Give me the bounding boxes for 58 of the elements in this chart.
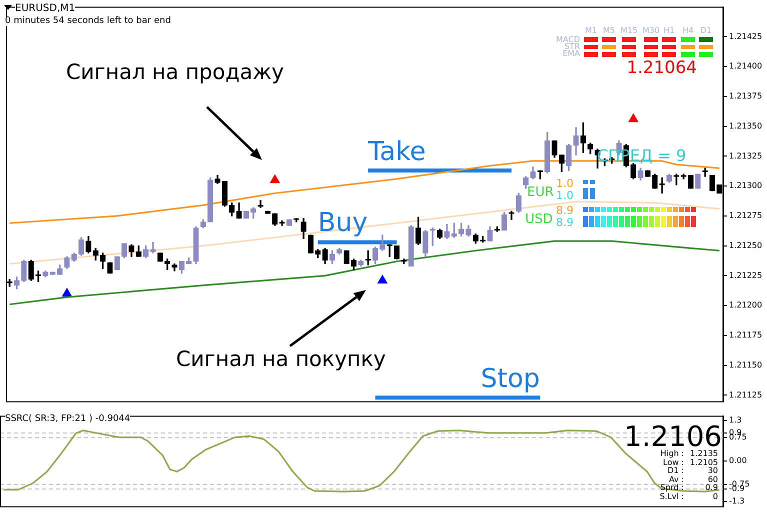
text: 0 minutes 54 seconds left to bar end bbox=[5, 16, 171, 26]
y-tick-label: 0.00 bbox=[729, 456, 747, 466]
annotation: EUR bbox=[527, 185, 554, 200]
y-tick-label: -1.3 bbox=[729, 496, 745, 506]
y-tick-label: 0.75 bbox=[729, 432, 747, 442]
y-tick-label: 1.21275 bbox=[729, 211, 762, 220]
annotation: M5 bbox=[603, 26, 615, 35]
point bbox=[378, 274, 388, 284]
y-tick-label: -0.9 bbox=[729, 484, 745, 494]
annotation: 1.2105 bbox=[690, 458, 718, 466]
y-tick-label: 1.21300 bbox=[729, 181, 762, 190]
y-tick-label: 1.21175 bbox=[729, 330, 762, 340]
annotation: Av : bbox=[669, 474, 684, 484]
point bbox=[270, 174, 280, 184]
y-tick-label: 1.21200 bbox=[729, 300, 762, 310]
y-tick-label: 1.3 bbox=[729, 416, 742, 425]
annotation: M30 bbox=[642, 26, 660, 35]
series-label: Buy bbox=[318, 208, 368, 238]
point bbox=[62, 288, 72, 297]
annotation: Сигнал на покупку bbox=[176, 347, 386, 371]
y-tick-label: 1.21425 bbox=[729, 32, 762, 41]
series-label: Stop bbox=[480, 364, 540, 394]
annotation: M1 bbox=[585, 26, 597, 35]
annotation: M15 bbox=[620, 26, 638, 35]
y-tick-label: 1.21150 bbox=[729, 360, 762, 370]
annotation: EMA bbox=[562, 49, 580, 58]
y-tick-label: 1.21125 bbox=[729, 390, 762, 400]
point bbox=[628, 114, 638, 122]
annotation: 30 bbox=[708, 466, 718, 475]
series-label: Take bbox=[368, 136, 426, 167]
annotation: D1 bbox=[700, 26, 712, 35]
annotation: 8.9 bbox=[556, 204, 574, 217]
y-tick-label: 1.21350 bbox=[729, 121, 762, 130]
annotation: 1.0 bbox=[556, 177, 574, 190]
chart-title: EURUSD,M1 bbox=[15, 3, 76, 14]
annotation: 0.9 bbox=[705, 483, 718, 492]
y-tick-label: 1.21250 bbox=[729, 240, 762, 250]
annotation: MACD bbox=[556, 35, 580, 44]
annotation: D1 : bbox=[668, 466, 684, 475]
annotation: 1.21064 bbox=[626, 58, 697, 78]
annotation: 60 bbox=[708, 474, 718, 484]
y-tick-label: 1.21225 bbox=[729, 270, 762, 280]
annotation: Сигнал на продажу bbox=[66, 60, 284, 84]
annotation: 0 bbox=[712, 492, 718, 500]
annotation: Low : bbox=[663, 458, 684, 466]
y-tick-label: 1.21400 bbox=[729, 62, 762, 71]
annotation: H1 bbox=[663, 26, 675, 35]
chart-title: SSRC( SR:3, FP:21 ) -0.9044 bbox=[5, 414, 130, 424]
annotation: 1.0 bbox=[556, 189, 574, 202]
y-tick-label: 1.21375 bbox=[729, 92, 762, 101]
annotation: 1.2135 bbox=[690, 449, 718, 458]
annotation: H4 bbox=[682, 26, 694, 35]
annotation: USD bbox=[525, 212, 553, 227]
annotation: STR bbox=[564, 42, 580, 51]
annotation: S.Lvl : bbox=[660, 492, 684, 500]
y-tick-label: 1.21325 bbox=[729, 151, 762, 160]
candlestick bbox=[508, 210, 514, 220]
annotation: 8.9 bbox=[556, 216, 574, 229]
